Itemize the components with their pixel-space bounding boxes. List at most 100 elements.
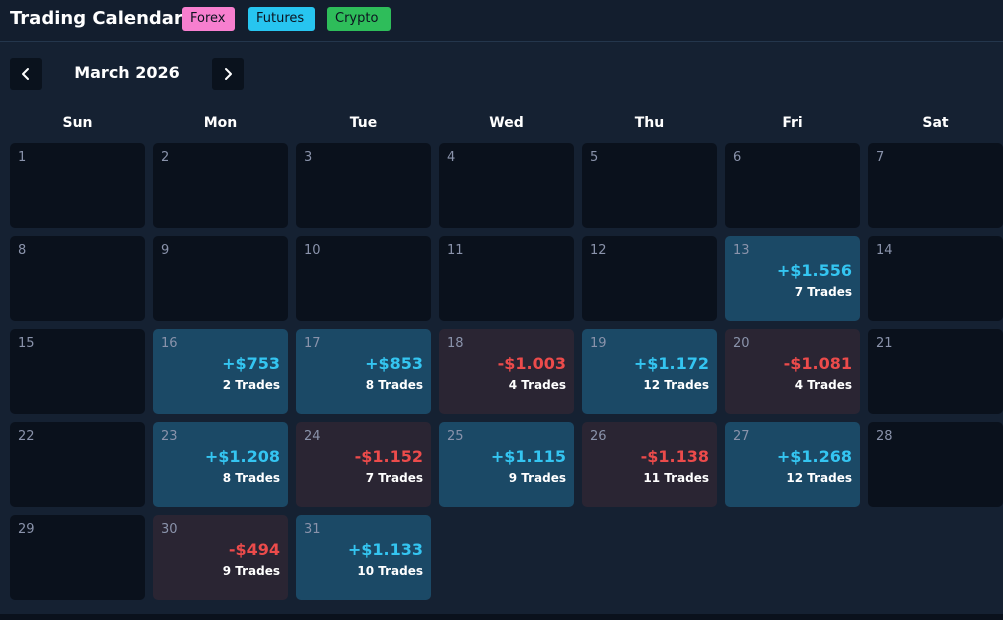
- day-number: 11: [447, 243, 464, 258]
- calendar-day-cell[interactable]: 2: [153, 143, 288, 228]
- day-number: 6: [733, 150, 742, 165]
- calendar-day-cell[interactable]: 7: [868, 143, 1003, 228]
- day-number: 31: [304, 522, 321, 537]
- calendar-day-cell[interactable]: 18 -$1.003 4 Trades: [439, 329, 574, 414]
- day-trade-count: 4 Trades: [794, 378, 852, 392]
- day-number: 13: [733, 243, 750, 258]
- calendar-day-cell[interactable]: 8: [10, 236, 145, 321]
- calendar-day-cell[interactable]: 26 -$1.138 11 Trades: [582, 422, 717, 507]
- day-pnl: +$1.172: [633, 354, 709, 373]
- day-pnl: -$1.152: [354, 447, 423, 466]
- tag-crypto[interactable]: Crypto: [327, 7, 391, 31]
- day-pnl: +$853: [365, 354, 423, 373]
- day-number: 30: [161, 522, 178, 537]
- prev-month-button[interactable]: [10, 58, 42, 90]
- day-trade-count: 11 Trades: [643, 471, 709, 485]
- calendar-day-cell[interactable]: 31 +$1.133 10 Trades: [296, 515, 431, 600]
- calendar-day-cell[interactable]: 23 +$1.208 8 Trades: [153, 422, 288, 507]
- day-number: 3: [304, 150, 313, 165]
- calendar-day-cell[interactable]: 6: [725, 143, 860, 228]
- day-number: 5: [590, 150, 599, 165]
- calendar-day-cell[interactable]: 14: [868, 236, 1003, 321]
- tag-futures[interactable]: Futures: [248, 7, 315, 31]
- chevron-left-icon: [22, 68, 29, 80]
- weekday-label: Fri: [782, 115, 803, 131]
- day-pnl: +$1.115: [490, 447, 566, 466]
- calendar-day-cell[interactable]: 29: [10, 515, 145, 600]
- calendar-day-cell[interactable]: 22: [10, 422, 145, 507]
- day-trade-count: 10 Trades: [357, 564, 423, 578]
- day-number: 16: [161, 336, 178, 351]
- day-number: 25: [447, 429, 464, 444]
- calendar-day-cell[interactable]: 13 +$1.556 7 Trades: [725, 236, 860, 321]
- calendar-day-cell[interactable]: 20 -$1.081 4 Trades: [725, 329, 860, 414]
- day-number: 29: [18, 522, 35, 537]
- day-trade-count: 8 Trades: [365, 378, 423, 392]
- day-number: 1: [18, 150, 27, 165]
- day-pnl: +$1.268: [776, 447, 852, 466]
- day-number: 27: [733, 429, 750, 444]
- calendar-day-cell[interactable]: 19 +$1.172 12 Trades: [582, 329, 717, 414]
- calendar-day-cell[interactable]: 10: [296, 236, 431, 321]
- day-number: 7: [876, 150, 885, 165]
- day-number: 8: [18, 243, 27, 258]
- calendar-day-cell[interactable]: 12: [582, 236, 717, 321]
- day-pnl: +$1.208: [204, 447, 280, 466]
- bottom-bar: [0, 614, 1003, 620]
- app-title: Trading Calendar: [10, 8, 183, 29]
- day-number: 24: [304, 429, 321, 444]
- calendar-day-cell[interactable]: 27 +$1.268 12 Trades: [725, 422, 860, 507]
- day-pnl: +$1.133: [347, 540, 423, 559]
- day-number: 18: [447, 336, 464, 351]
- calendar-day-cell[interactable]: 24 -$1.152 7 Trades: [296, 422, 431, 507]
- calendar-day-cell[interactable]: 11: [439, 236, 574, 321]
- day-trade-count: 2 Trades: [222, 378, 280, 392]
- day-number: 12: [590, 243, 607, 258]
- day-number: 21: [876, 336, 893, 351]
- calendar-day-cell[interactable]: 4: [439, 143, 574, 228]
- next-month-button[interactable]: [212, 58, 244, 90]
- day-number: 28: [876, 429, 893, 444]
- day-trade-count: 7 Trades: [365, 471, 423, 485]
- calendar-day-cell[interactable]: 30 -$494 9 Trades: [153, 515, 288, 600]
- calendar-day-cell[interactable]: 17 +$853 8 Trades: [296, 329, 431, 414]
- day-number: 2: [161, 150, 170, 165]
- day-number: 4: [447, 150, 456, 165]
- day-number: 14: [876, 243, 893, 258]
- day-pnl: -$494: [228, 540, 280, 559]
- day-trade-count: 8 Trades: [222, 471, 280, 485]
- day-number: 15: [18, 336, 35, 351]
- tag-forex[interactable]: Forex: [182, 7, 235, 31]
- day-number: 10: [304, 243, 321, 258]
- chevron-right-icon: [225, 68, 232, 80]
- day-trade-count: 4 Trades: [508, 378, 566, 392]
- day-number: 20: [733, 336, 750, 351]
- weekday-label: Wed: [489, 115, 524, 131]
- calendar-day-cell[interactable]: 1: [10, 143, 145, 228]
- calendar-day-cell[interactable]: 28: [868, 422, 1003, 507]
- day-trade-count: 7 Trades: [794, 285, 852, 299]
- day-number: 22: [18, 429, 35, 444]
- weekday-label: Sat: [922, 115, 949, 131]
- calendar-day-cell[interactable]: 21: [868, 329, 1003, 414]
- month-title: March 2026: [74, 63, 180, 82]
- day-trade-count: 9 Trades: [508, 471, 566, 485]
- calendar-day-cell[interactable]: 3: [296, 143, 431, 228]
- day-number: 9: [161, 243, 170, 258]
- day-pnl: -$1.138: [640, 447, 709, 466]
- header-bar: Trading Calendar Forex Futures Crypto: [0, 0, 1003, 42]
- calendar-day-cell[interactable]: 25 +$1.115 9 Trades: [439, 422, 574, 507]
- weekday-label: Thu: [634, 115, 665, 131]
- calendar-day-cell[interactable]: 15: [10, 329, 145, 414]
- day-number: 26: [590, 429, 607, 444]
- day-trade-count: 12 Trades: [643, 378, 709, 392]
- day-number: 17: [304, 336, 321, 351]
- day-pnl: +$753: [222, 354, 280, 373]
- day-number: 19: [590, 336, 607, 351]
- calendar-day-cell[interactable]: 9: [153, 236, 288, 321]
- calendar-day-cell[interactable]: 5: [582, 143, 717, 228]
- day-trade-count: 9 Trades: [222, 564, 280, 578]
- calendar-day-cell[interactable]: 16 +$753 2 Trades: [153, 329, 288, 414]
- weekday-label: Sun: [62, 115, 93, 131]
- day-pnl: +$1.556: [776, 261, 852, 280]
